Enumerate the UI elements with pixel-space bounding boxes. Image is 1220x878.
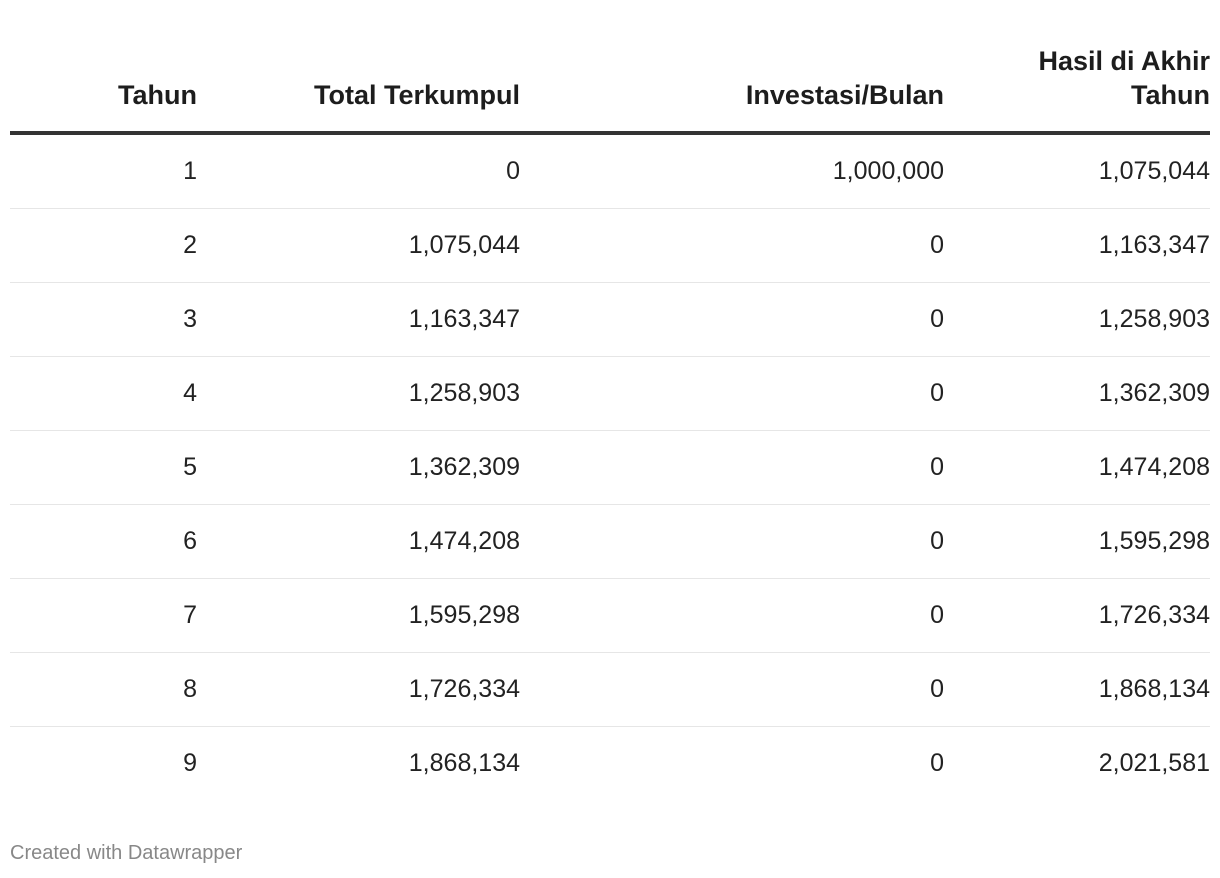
- table-row: 2 1,075,044 0 1,163,347: [10, 208, 1210, 283]
- cell-tahun: 1: [10, 133, 197, 209]
- table-row: 9 1,868,134 0 2,021,581: [10, 727, 1210, 801]
- data-table: Tahun Total Terkumpul Investasi/Bulan Ha…: [10, 44, 1210, 800]
- table-header: Tahun Total Terkumpul Investasi/Bulan Ha…: [10, 44, 1210, 135]
- header-row: Tahun Total Terkumpul Investasi/Bulan Ha…: [10, 44, 1210, 135]
- table-row: 5 1,362,309 0 1,474,208: [10, 430, 1210, 505]
- table-row: 1 0 1,000,000 1,075,044: [10, 133, 1210, 209]
- table-row: 8 1,726,334 0 1,868,134: [10, 652, 1210, 727]
- table-body: 1 0 1,000,000 1,075,044 2 1,075,044 0 1,163,347…: [10, 133, 1210, 800]
- cell-investasi-bulan: 0: [520, 504, 944, 579]
- cell-hasil-akhir-tahun: 1,163,347: [944, 208, 1210, 283]
- column-header-investasi-bulan[interactable]: Investasi/Bulan: [520, 44, 944, 135]
- cell-investasi-bulan: 1,000,000: [520, 133, 944, 209]
- cell-hasil-akhir-tahun: 1,868,134: [944, 652, 1210, 727]
- table-row: 6 1,474,208 0 1,595,298: [10, 504, 1210, 579]
- cell-tahun: 8: [10, 652, 197, 727]
- cell-hasil-akhir-tahun: 1,595,298: [944, 504, 1210, 579]
- cell-investasi-bulan: 0: [520, 282, 944, 357]
- cell-total-terkumpul: 0: [197, 133, 520, 209]
- table-row: 3 1,163,347 0 1,258,903: [10, 282, 1210, 357]
- datawrapper-credit[interactable]: Created with Datawrapper: [10, 842, 243, 864]
- cell-hasil-akhir-tahun: 1,474,208: [944, 430, 1210, 505]
- cell-tahun: 3: [10, 282, 197, 357]
- cell-hasil-akhir-tahun: 1,726,334: [944, 578, 1210, 653]
- cell-tahun: 7: [10, 578, 197, 653]
- cell-investasi-bulan: 0: [930, 749, 944, 777]
- cell-investasi-bulan: 0: [520, 430, 944, 505]
- cell-total-terkumpul: 1,075,044: [197, 208, 520, 283]
- cell-hasil-akhir-tahun: 1,258,903: [944, 282, 1210, 357]
- cell-investasi-bulan: 0: [520, 356, 944, 431]
- cell-tahun: 5: [10, 430, 197, 505]
- column-header-hasil-akhir-tahun[interactable]: Hasil di Akhir Tahun: [944, 44, 1210, 135]
- cell-investasi-bulan: 0: [520, 208, 944, 283]
- cell-total-terkumpul: 1,595,298: [197, 578, 520, 653]
- column-header-tahun[interactable]: Tahun: [10, 44, 197, 135]
- cell-total-terkumpul: 1,258,903: [197, 356, 520, 431]
- table-row: 7 1,595,298 0 1,726,334: [10, 578, 1210, 653]
- cell-tahun: 9: [183, 749, 197, 777]
- cell-tahun: 4: [10, 356, 197, 431]
- cell-investasi-bulan: 0: [520, 652, 944, 727]
- cell-hasil-akhir-tahun: 2,021,581: [1098, 749, 1210, 777]
- cell-total-terkumpul: 1,362,309: [197, 430, 520, 505]
- table-row: 4 1,258,903 0 1,362,309: [10, 356, 1210, 431]
- cell-total-terkumpul: 1,868,134: [408, 749, 520, 777]
- cell-hasil-akhir-tahun: 1,075,044: [944, 133, 1210, 209]
- column-header-total-terkumpul[interactable]: Total Terkumpul: [197, 44, 520, 135]
- cell-total-terkumpul: 1,474,208: [197, 504, 520, 579]
- cell-investasi-bulan: 0: [520, 578, 944, 653]
- cell-tahun: 2: [10, 208, 197, 283]
- cell-hasil-akhir-tahun: 1,362,309: [944, 356, 1210, 431]
- cell-total-terkumpul: 1,163,347: [197, 282, 520, 357]
- cell-tahun: 6: [10, 504, 197, 579]
- cell-total-terkumpul: 1,726,334: [197, 652, 520, 727]
